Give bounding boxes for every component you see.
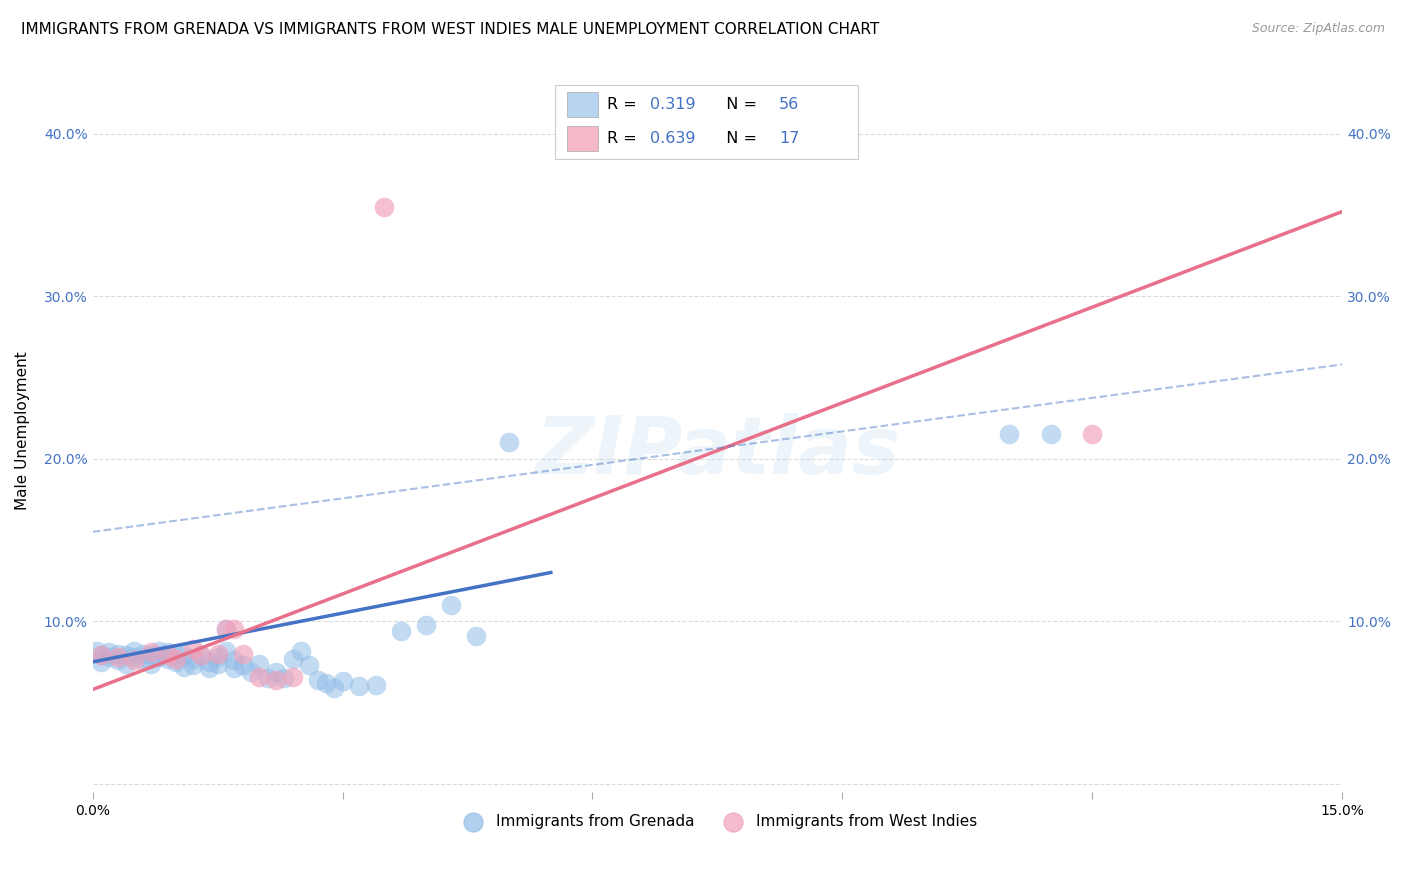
Point [347, 679, 370, 693]
Point [440, 598, 463, 612]
Point [131, 653, 153, 667]
Point [124, 643, 146, 657]
Point [115, 657, 138, 671]
Point [90, 655, 112, 669]
Point [207, 657, 229, 671]
Point [165, 647, 187, 661]
Text: N =: N = [716, 131, 762, 145]
Point [389, 624, 412, 638]
Point [215, 623, 238, 637]
Point [181, 651, 204, 665]
Text: 0.319: 0.319 [650, 97, 695, 112]
Point [239, 665, 262, 679]
Text: 0.639: 0.639 [650, 131, 695, 145]
Text: N =: N = [716, 97, 762, 112]
Y-axis label: Male Unemployment: Male Unemployment [15, 351, 30, 509]
Point [98, 645, 121, 659]
Text: R =: R = [607, 97, 643, 112]
Point [115, 648, 138, 663]
Point [232, 647, 254, 661]
Point [165, 651, 187, 665]
Point [148, 643, 170, 657]
Text: R =: R = [607, 131, 643, 145]
Bar [567, 92, 598, 117]
Point [323, 681, 346, 695]
Point [198, 655, 221, 669]
Point [131, 647, 153, 661]
Point [498, 435, 520, 450]
Point [173, 648, 195, 663]
Text: Source: ZipAtlas.com: Source: ZipAtlas.com [1251, 22, 1385, 36]
FancyBboxPatch shape [555, 85, 858, 159]
Point [998, 427, 1021, 442]
Text: 17: 17 [779, 131, 799, 145]
Point [90, 648, 112, 663]
Point [281, 651, 304, 665]
Point [273, 671, 295, 685]
Point [173, 660, 195, 674]
Point [315, 676, 337, 690]
Point [1081, 427, 1104, 442]
Point [247, 657, 270, 671]
Legend: Immigrants from Grenada, Immigrants from West Indies: Immigrants from Grenada, Immigrants from… [451, 808, 983, 835]
Point [207, 650, 229, 665]
Point [139, 645, 162, 659]
Point [415, 617, 437, 632]
Point [373, 200, 395, 214]
Point [90, 648, 112, 663]
Point [124, 653, 146, 667]
Point [190, 648, 212, 663]
Point [247, 669, 270, 683]
Point [148, 650, 170, 665]
Point [98, 650, 121, 665]
Point [107, 653, 129, 667]
Point [298, 658, 321, 673]
Point [156, 651, 179, 665]
Point [190, 648, 212, 663]
Point [281, 669, 304, 683]
Point [107, 647, 129, 661]
Point [307, 673, 329, 687]
Point [181, 641, 204, 656]
Text: ZIPatlas: ZIPatlas [534, 413, 900, 491]
Point [198, 661, 221, 675]
Point [107, 650, 129, 665]
Point [332, 674, 354, 689]
Point [207, 647, 229, 661]
Point [224, 661, 246, 675]
Bar [567, 126, 598, 151]
Point [256, 671, 278, 685]
Point [124, 650, 146, 665]
Point [139, 648, 162, 663]
Point [181, 658, 204, 673]
Point [290, 643, 312, 657]
Point [1039, 427, 1062, 442]
Text: 56: 56 [779, 97, 799, 112]
Point [264, 665, 287, 679]
Point [86, 643, 108, 657]
Point [156, 645, 179, 659]
Point [364, 678, 387, 692]
Text: IMMIGRANTS FROM GRENADA VS IMMIGRANTS FROM WEST INDIES MALE UNEMPLOYMENT CORRELA: IMMIGRANTS FROM GRENADA VS IMMIGRANTS FR… [21, 22, 879, 37]
Point [165, 655, 187, 669]
Point [139, 657, 162, 671]
Point [464, 629, 486, 643]
Point [156, 648, 179, 663]
Point [232, 658, 254, 673]
Point [215, 623, 238, 637]
Point [224, 623, 246, 637]
Point [224, 653, 246, 667]
Point [215, 643, 238, 657]
Point [264, 673, 287, 687]
